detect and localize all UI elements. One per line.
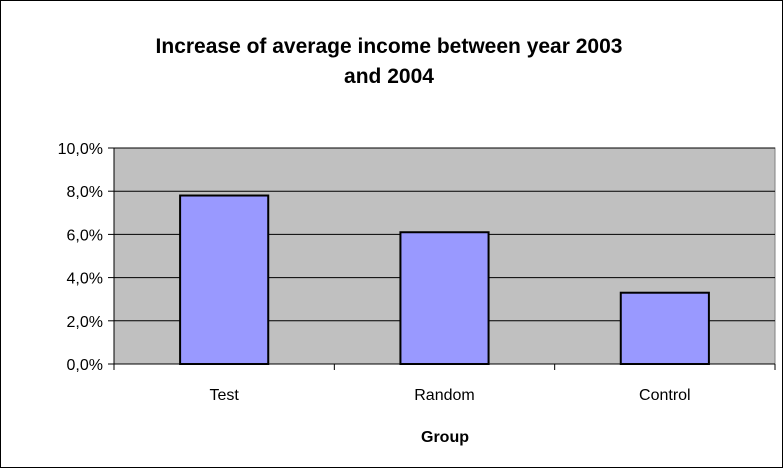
y-tick-label: 6,0%: [67, 227, 103, 244]
chart-title-line-2: and 2004: [344, 65, 434, 88]
y-tick-label: 2,0%: [67, 314, 103, 331]
x-axis-title: Group: [421, 429, 469, 446]
chart-title-line-1: Increase of average income between year …: [156, 35, 623, 58]
bar-control: [621, 293, 709, 364]
x-tick-label: Control: [639, 387, 691, 404]
x-tick-label: Test: [209, 387, 239, 404]
bar-test: [180, 196, 268, 364]
bar-random: [400, 232, 488, 364]
y-tick-label: 0,0%: [67, 357, 103, 374]
y-tick-label: 4,0%: [67, 271, 103, 288]
y-tick-label: 8,0%: [67, 184, 103, 201]
x-tick-label: Random: [414, 387, 474, 404]
y-tick-label: 10,0%: [58, 141, 103, 158]
